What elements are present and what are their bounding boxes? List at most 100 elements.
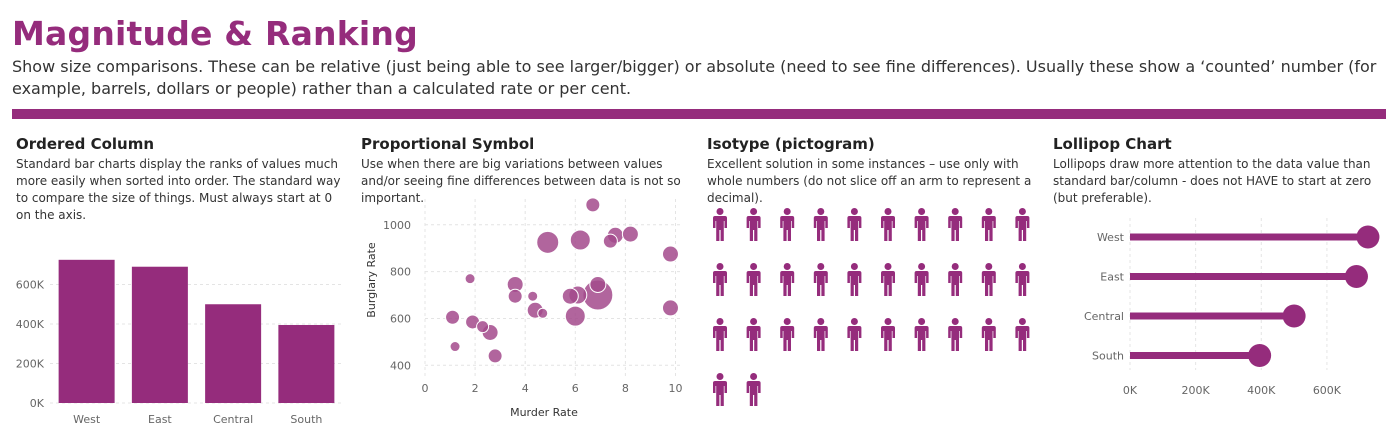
person-icon <box>780 263 795 296</box>
person-body <box>914 326 929 351</box>
person-body <box>981 326 996 351</box>
person-icon <box>981 263 996 296</box>
lollipop-xtick-label: 600K <box>1313 384 1342 397</box>
scatter-bubble <box>536 230 560 254</box>
person-head <box>750 373 758 380</box>
person-body <box>713 271 727 296</box>
scatter-xtick-label: 4 <box>522 382 529 395</box>
person-body <box>780 326 795 351</box>
person-head <box>716 373 724 380</box>
scatter-ytick-label: 600 <box>390 312 411 325</box>
person-body <box>813 326 828 351</box>
lollipop-xtick-label: 400K <box>1247 384 1276 397</box>
person-body <box>713 216 727 241</box>
bar-west <box>58 259 115 403</box>
lollipop-head-central <box>1282 304 1306 328</box>
scatter-bubble <box>464 273 476 285</box>
proportional-symbol-chart: 400 600 800 1000 0 2 4 6 8 10 Murder Rate Burglary … <box>365 197 683 419</box>
person-icon <box>914 263 929 296</box>
person-icon <box>847 318 862 351</box>
person-body <box>881 271 895 296</box>
bar-ytick-label: 0K <box>30 397 45 410</box>
person-head <box>850 318 858 325</box>
scatter-ytick-label: 800 <box>390 266 411 279</box>
person-body <box>1015 271 1030 296</box>
person-body <box>914 216 929 241</box>
scatter-bubble <box>449 341 461 353</box>
scatter-ytick-label: 1000 <box>383 219 411 232</box>
person-icon <box>780 208 795 241</box>
person-body <box>746 326 761 351</box>
person-head <box>850 263 858 270</box>
ordered-column-chart: 0K 200K 400K 600K West East Central South <box>16 259 343 426</box>
header-divider <box>12 109 1386 119</box>
lollipop-title: Lollipop Chart <box>1053 135 1172 153</box>
ordered-column-panel: Ordered Column Standard bar charts displ… <box>16 134 346 429</box>
person-icon <box>981 208 996 241</box>
person-head <box>985 263 993 270</box>
person-head <box>817 263 825 270</box>
person-head <box>817 318 825 325</box>
person-head <box>750 318 758 325</box>
lollipop-head-west <box>1356 225 1380 249</box>
person-head <box>1018 208 1026 215</box>
person-body <box>847 216 862 241</box>
bar-xtick-label: South <box>290 413 322 426</box>
person-head <box>750 263 758 270</box>
lollipop-category-label: East <box>1100 271 1124 284</box>
person-icon <box>713 263 727 296</box>
person-body <box>981 271 996 296</box>
person-icon <box>914 208 929 241</box>
scatter-bubble <box>527 290 539 302</box>
scatter-bubble <box>621 225 639 243</box>
person-body <box>746 381 761 406</box>
isotype-title: Isotype (pictogram) <box>707 135 875 153</box>
bar-south <box>278 324 335 403</box>
ordered-column-title: Ordered Column <box>16 135 155 153</box>
person-icon <box>813 318 828 351</box>
isotype-panel: Isotype (pictogram) Excellent solution i… <box>707 134 1037 429</box>
scatter-bubble <box>507 288 523 304</box>
bar-xtick-label: Central <box>213 413 253 426</box>
page-title: Magnitude & Ranking <box>12 14 418 53</box>
person-head <box>716 263 724 270</box>
person-head <box>951 208 959 215</box>
lollipop-head-south <box>1248 344 1272 367</box>
person-body <box>981 216 996 241</box>
person-head <box>985 208 993 215</box>
person-icon <box>780 318 795 351</box>
person-body <box>881 326 895 351</box>
lollipop-description: Lollipops draw more attention to the dat… <box>1053 157 1372 205</box>
scatter-bubble <box>445 309 461 325</box>
person-head <box>884 208 892 215</box>
person-body <box>746 271 761 296</box>
scatter-bubble <box>661 245 679 263</box>
scatter-xtick-label: 2 <box>472 382 479 395</box>
person-head <box>951 318 959 325</box>
person-body <box>914 271 929 296</box>
person-body <box>713 381 727 406</box>
scatter-bubble <box>602 233 618 249</box>
scatter-xtick-label: 0 <box>422 382 429 395</box>
person-head <box>884 318 892 325</box>
person-icon <box>948 263 963 296</box>
person-icon <box>881 318 895 351</box>
scatter-bubble <box>661 299 679 317</box>
person-body <box>847 326 862 351</box>
person-icon <box>1015 208 1030 241</box>
scatter-bubble <box>487 348 503 364</box>
person-icon <box>813 208 828 241</box>
person-icon <box>813 263 828 296</box>
person-head <box>951 263 959 270</box>
person-head <box>750 208 758 215</box>
person-body <box>746 216 761 241</box>
lollipop-head-east <box>1344 265 1368 288</box>
person-head <box>918 318 926 325</box>
person-head <box>850 208 858 215</box>
person-head <box>783 208 791 215</box>
isotype-chart <box>713 208 1030 406</box>
person-head <box>783 318 791 325</box>
person-icon <box>1015 318 1030 351</box>
bar-east <box>131 266 188 403</box>
lollipop-category-label: South <box>1092 350 1124 363</box>
